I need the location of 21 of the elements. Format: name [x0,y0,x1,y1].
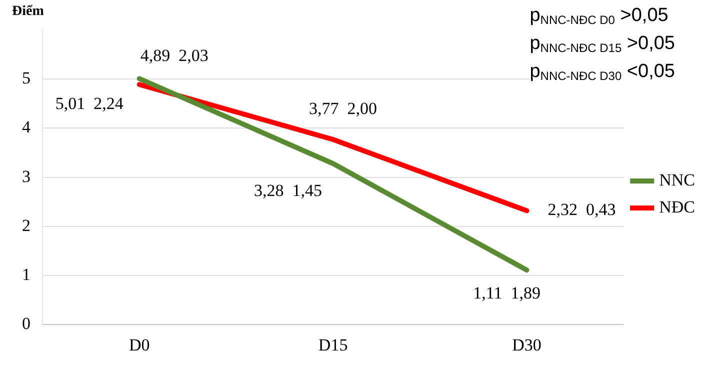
data-label: 2,32 0,43 [548,200,616,220]
data-label: 3,77 2,00 [309,98,378,118]
x-tick-label: D15 [318,335,348,354]
legend-label: NĐC [659,197,696,216]
y-tick-label: 2 [22,216,30,235]
data-label: 4,89 2,03 [140,46,208,65]
legend-label: NNC [659,170,696,190]
y-tick-label: 4 [22,118,31,137]
y-axis-title: Điểm [12,4,44,20]
x-tick-label: D30 [512,335,542,354]
annotation: p$_{NNC-NĐC D15}$ >0,05 [530,32,675,57]
y-tick-label: 0 [22,314,30,334]
x-tick-label: D0 [128,335,150,354]
data-label: 5,01 2,24 [55,94,124,114]
data-label: 3,28 1,45 [254,181,322,200]
y-tick-label: 3 [22,166,30,186]
data-label: 1,11 1,89 [473,284,540,303]
y-tick-label: 5 [22,68,30,88]
y-tick-label: 1 [22,264,30,284]
text: p$_{NNC-NĐC D0}$ >0,05 [530,4,670,29]
annotation: p$_{NNC-NĐC D30}$ <0,05 [530,60,675,85]
